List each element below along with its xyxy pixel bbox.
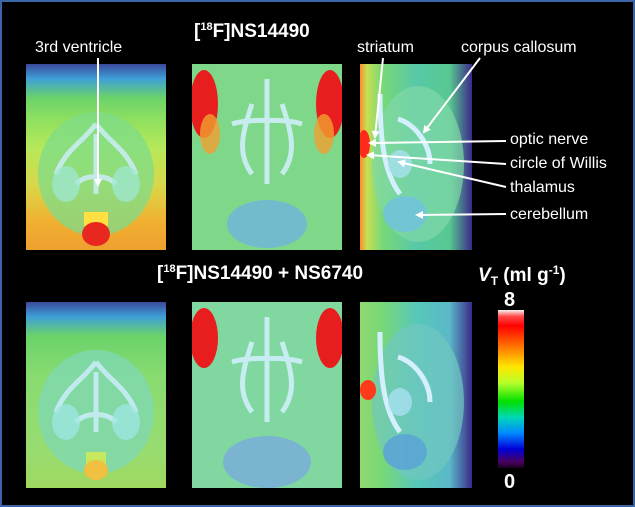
colorbar-unit-close: ) <box>559 265 566 286</box>
label-circle-of-willis: circle of Willis <box>510 155 607 172</box>
sagittal-blocked-panel <box>360 302 472 488</box>
colorbar-title: VT (ml g-1) <box>478 264 566 287</box>
bottom-title-suffix: F]NS14490 + NS6740 <box>175 263 364 284</box>
label-thalamus: thalamus <box>510 179 575 196</box>
bottom-title-isotope: 18 <box>163 263 176 275</box>
axial-baseline-panel <box>192 64 342 250</box>
colorbar-unit: (ml g <box>498 265 549 286</box>
coronal-blocked-panel <box>26 302 166 488</box>
colorbar-quantity-subscript: T <box>490 274 499 288</box>
colorbar-min-label: 0 <box>504 471 516 493</box>
top-title-isotope: 18 <box>200 21 213 33</box>
bottom-title-prefix: [ <box>157 263 164 284</box>
axial-blocked-panel <box>192 302 342 488</box>
top-title-suffix: F]NS14490 <box>212 21 310 42</box>
label-third-ventricle: 3rd ventricle <box>35 39 123 56</box>
colorbar-max-label: 8 <box>504 289 516 311</box>
bottom-row-title: [18F]NS14490 + NS6740 <box>157 263 364 284</box>
coronal-baseline-panel <box>26 64 166 250</box>
colorbar-quantity: V <box>478 265 491 286</box>
colorbar <box>498 310 524 468</box>
top-row-title: [18F]NS14490 <box>194 21 310 42</box>
top-title-prefix: [ <box>194 21 201 42</box>
label-striatum: striatum <box>357 39 414 56</box>
sagittal-baseline-panel <box>360 64 472 250</box>
label-cerebellum: cerebellum <box>510 206 589 223</box>
label-corpus-callosum: corpus callosum <box>461 39 577 56</box>
colorbar-unit-exponent: -1 <box>548 263 560 277</box>
label-optic-nerve: optic nerve <box>510 131 589 148</box>
